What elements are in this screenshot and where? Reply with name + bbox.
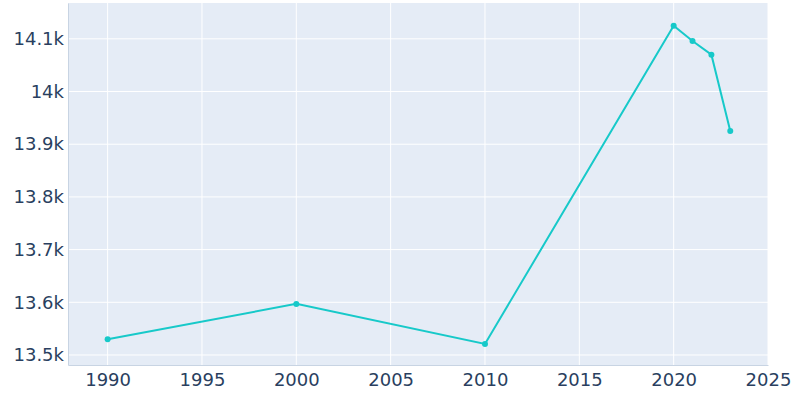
y-tick: 13.5k (13, 344, 68, 365)
line (108, 26, 731, 344)
y-tick: 13.9k (13, 133, 68, 154)
x-tick: 2025 (746, 365, 792, 390)
y-grid-line (68, 354, 768, 355)
axis-line (69, 365, 769, 366)
y-grid-line (68, 91, 768, 92)
x-grid-line (201, 3, 202, 365)
x-tick: 2020 (651, 365, 697, 390)
chart: 1990199520002005201020152020202513.5k13.… (0, 0, 800, 400)
x-tick-label: 2005 (368, 369, 414, 390)
x-grid-line (673, 3, 674, 365)
marker (293, 301, 299, 307)
x-grid-line (296, 3, 297, 365)
x-tick-label: 2015 (557, 369, 603, 390)
y-grid-line (68, 249, 768, 250)
x-grid-line (484, 3, 485, 365)
x-tick-label: 1990 (85, 369, 131, 390)
y-tick: 14.1k (13, 28, 68, 49)
series (105, 23, 734, 347)
grid (68, 3, 768, 365)
x-tick: 2005 (368, 365, 414, 390)
y-tick-label: 13.6k (13, 292, 64, 313)
x-grid-line (390, 3, 391, 365)
y-tick-label: 14.1k (13, 28, 64, 49)
x-tick-label: 2000 (274, 369, 320, 390)
x-tick-label: 1995 (180, 369, 226, 390)
y-tick-label: 13.7k (13, 239, 64, 260)
y-tick-label: 13.9k (13, 133, 64, 154)
y-grid-line (68, 38, 768, 39)
y-tick: 13.6k (13, 292, 68, 313)
x-tick: 1995 (180, 365, 226, 390)
y-grid-line (68, 302, 768, 303)
x-tick: 2010 (463, 365, 509, 390)
marker (105, 336, 111, 342)
y-grid-line (68, 196, 768, 197)
y-tick: 13.7k (13, 239, 68, 260)
marker (482, 341, 488, 347)
x-tick-label: 2010 (463, 369, 509, 390)
marker (671, 23, 677, 29)
x-tick-label: 2020 (651, 369, 697, 390)
marker (708, 52, 714, 58)
y-tick-label: 13.8k (13, 186, 64, 207)
x-axis: 1990 1995 2000 2005 2010 2015 2020 2025 (69, 365, 792, 390)
x-tick: 2015 (557, 365, 603, 390)
y-tick-label: 13.5k (13, 344, 64, 365)
x-grid-line (107, 3, 108, 365)
y-axis: 13.5k 13.6k 13.7k 13.8k 13.9k 14k 14.1k (13, 4, 68, 366)
x-grid-line (768, 3, 769, 365)
x-tick: 1990 (85, 365, 131, 390)
x-tick: 2000 (274, 365, 320, 390)
y-tick: 14k (31, 81, 68, 102)
y-grid-line (68, 144, 768, 145)
marker (690, 38, 696, 44)
plot-background (68, 3, 768, 365)
axis-line (68, 4, 69, 366)
y-tick-label: 14k (31, 81, 65, 102)
plot: 1990199520002005201020152020202513.5k13.… (13, 3, 791, 390)
marker (727, 128, 733, 134)
x-tick-label: 2025 (746, 369, 792, 390)
y-tick: 13.8k (13, 186, 68, 207)
